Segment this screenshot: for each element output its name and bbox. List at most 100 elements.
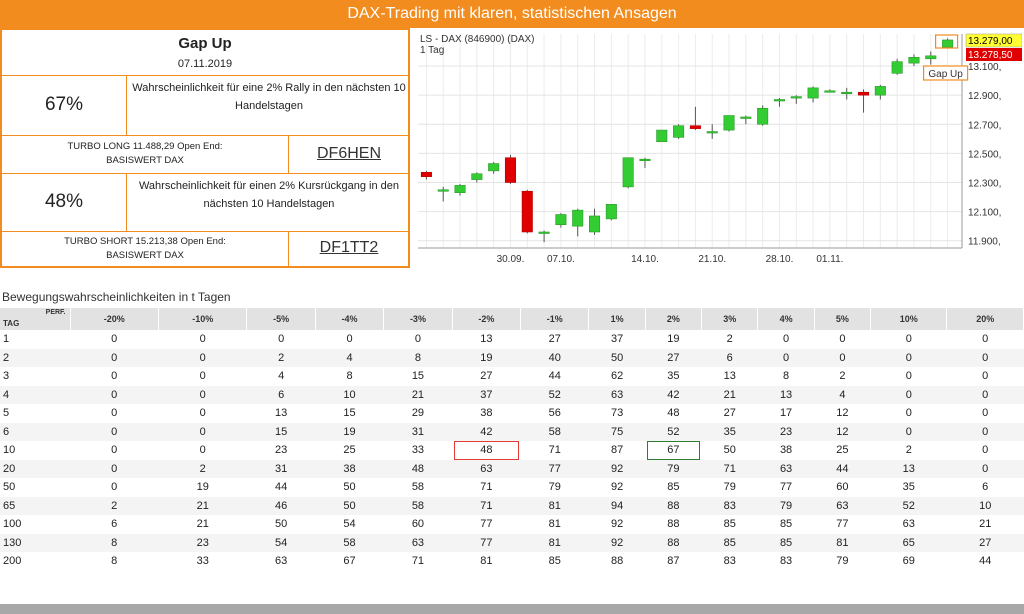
table-cell: 52 (870, 496, 947, 515)
candle-body (572, 209, 584, 227)
candle-body (841, 91, 853, 95)
table-row: 50 0 19 44 50 58 71 79 92 85 79 77 60 35 6 (0, 478, 1024, 497)
table-cell: 77 (452, 533, 521, 552)
table-cell: 27 (645, 348, 702, 367)
candle-body (706, 131, 718, 134)
table-cell: 81 (520, 515, 589, 534)
table-cell: 50 (246, 515, 316, 534)
x-tick-label: 14.10. (631, 254, 659, 265)
divider (126, 76, 127, 136)
candle-body (605, 204, 617, 220)
table-cell: 71 (452, 478, 521, 497)
table-cell: 81 (520, 533, 589, 552)
table-cell: 85 (757, 533, 815, 552)
table-cell: 17 (757, 404, 815, 423)
table-cell: 63 (588, 385, 646, 404)
table-cell: 4 (814, 385, 871, 404)
table-cell: 83 (701, 552, 758, 571)
turbo-short-wkn-link[interactable]: DF1TT2 (319, 239, 379, 256)
table-cell: 67 (315, 552, 384, 571)
row-tag: 4 (0, 385, 70, 404)
candle-body (589, 215, 601, 233)
column-header: 4% (757, 308, 815, 330)
table-cell: 6 (946, 478, 1024, 497)
table-cell: 0 (814, 330, 871, 349)
table-cell: 79 (701, 478, 758, 497)
table-cell: 13 (870, 459, 947, 478)
table-cell: 85 (701, 515, 758, 534)
summary-panel: Gap Up 07.11.2019 67% Wahrscheinlichkeit… (0, 28, 410, 268)
table-cell: 42 (452, 422, 521, 441)
table-row: 3 0 0 4 8 15 27 44 62 35 13 8 2 0 0 (0, 367, 1024, 386)
horizontal-scrollbar[interactable] (0, 604, 1024, 614)
dax-chart: 11.900, 12.100, 12.300, 12.500, 12.700, 12.90… (414, 30, 1023, 268)
table-cell: 0 (246, 330, 316, 349)
table-cell: 48 (452, 441, 521, 460)
table-cell: 33 (383, 441, 453, 460)
table-cell: 0 (946, 459, 1024, 478)
table-cell: 87 (645, 552, 702, 571)
table-cell: 83 (701, 496, 758, 515)
table-cell: 58 (520, 422, 589, 441)
table-cell: 15 (315, 404, 384, 423)
candle-body (521, 190, 533, 233)
table-cell: 81 (452, 552, 521, 571)
table-cell: 77 (814, 515, 871, 534)
rally-probability: 67% (44, 94, 84, 115)
table-cell: 79 (814, 552, 871, 571)
corner-perf-label: PERF. (45, 309, 66, 316)
turbo-long-line2: BASISWERT DAX (106, 155, 184, 166)
row-tag: 200 (0, 552, 70, 571)
column-header: 20% (946, 308, 1024, 330)
table-cell: 0 (946, 422, 1024, 441)
signal-title-cell: Gap Up 07.11.2019 (2, 30, 408, 76)
table-cell: 48 (645, 404, 702, 423)
table-cell: 92 (588, 459, 646, 478)
table-cell: 71 (452, 496, 521, 515)
table-cell: 87 (588, 441, 646, 460)
table-cell: 58 (315, 533, 384, 552)
table-cell: 35 (645, 367, 702, 386)
table-cell: 69 (870, 552, 947, 571)
row-tag: 1 (0, 330, 70, 349)
candle-body (790, 96, 802, 99)
candle-body (488, 163, 500, 172)
table-row: 6 0 0 15 19 31 42 58 75 52 35 23 12 0 0 (0, 422, 1024, 441)
table-cell: 92 (588, 533, 646, 552)
table-cell: 2 (870, 441, 947, 460)
table-cell: 15 (246, 422, 316, 441)
table-cell: 27 (701, 404, 758, 423)
table-cell: 0 (158, 385, 247, 404)
table-cell: 0 (870, 330, 947, 349)
candle-body (858, 91, 870, 96)
annotation-box (922, 65, 969, 81)
divider (288, 136, 289, 174)
table-cell: 63 (870, 515, 947, 534)
table-cell: 60 (814, 478, 871, 497)
table-cell: 60 (383, 515, 453, 534)
divider (288, 232, 289, 266)
corner-tag-label: TAG (3, 319, 20, 328)
table-cell: 0 (946, 367, 1024, 386)
table-cell: 0 (158, 441, 247, 460)
table-cell: 58 (383, 478, 453, 497)
candle-body (437, 189, 449, 192)
page-banner: DAX-Trading mit klaren, statistischen An… (0, 0, 1024, 28)
table-cell: 44 (246, 478, 316, 497)
table-cell: 77 (757, 478, 815, 497)
table-cell: 65 (870, 533, 947, 552)
table-cell: 8 (315, 367, 384, 386)
column-header: 1% (588, 308, 646, 330)
table-cell: 0 (70, 367, 159, 386)
turbo-short-row: TURBO SHORT 15.213,38 Open End: BASISWER… (2, 232, 408, 266)
table-cell: 25 (814, 441, 871, 460)
candle-body (773, 99, 785, 102)
turbo-long-wkn-link[interactable]: DF6HEN (316, 145, 381, 162)
candlestick-chart: 11.900, 12.100, 12.300, 12.500, 12.700, 12.90… (418, 33, 1023, 265)
column-header: -5% (246, 308, 316, 330)
table-cell: 63 (814, 496, 871, 515)
table-cell: 0 (946, 330, 1024, 349)
turbo-short-label: TURBO SHORT 15.213,38 Open End: BASISWER… (2, 235, 288, 263)
column-header: 3% (701, 308, 759, 330)
table-cell: 40 (520, 348, 589, 367)
